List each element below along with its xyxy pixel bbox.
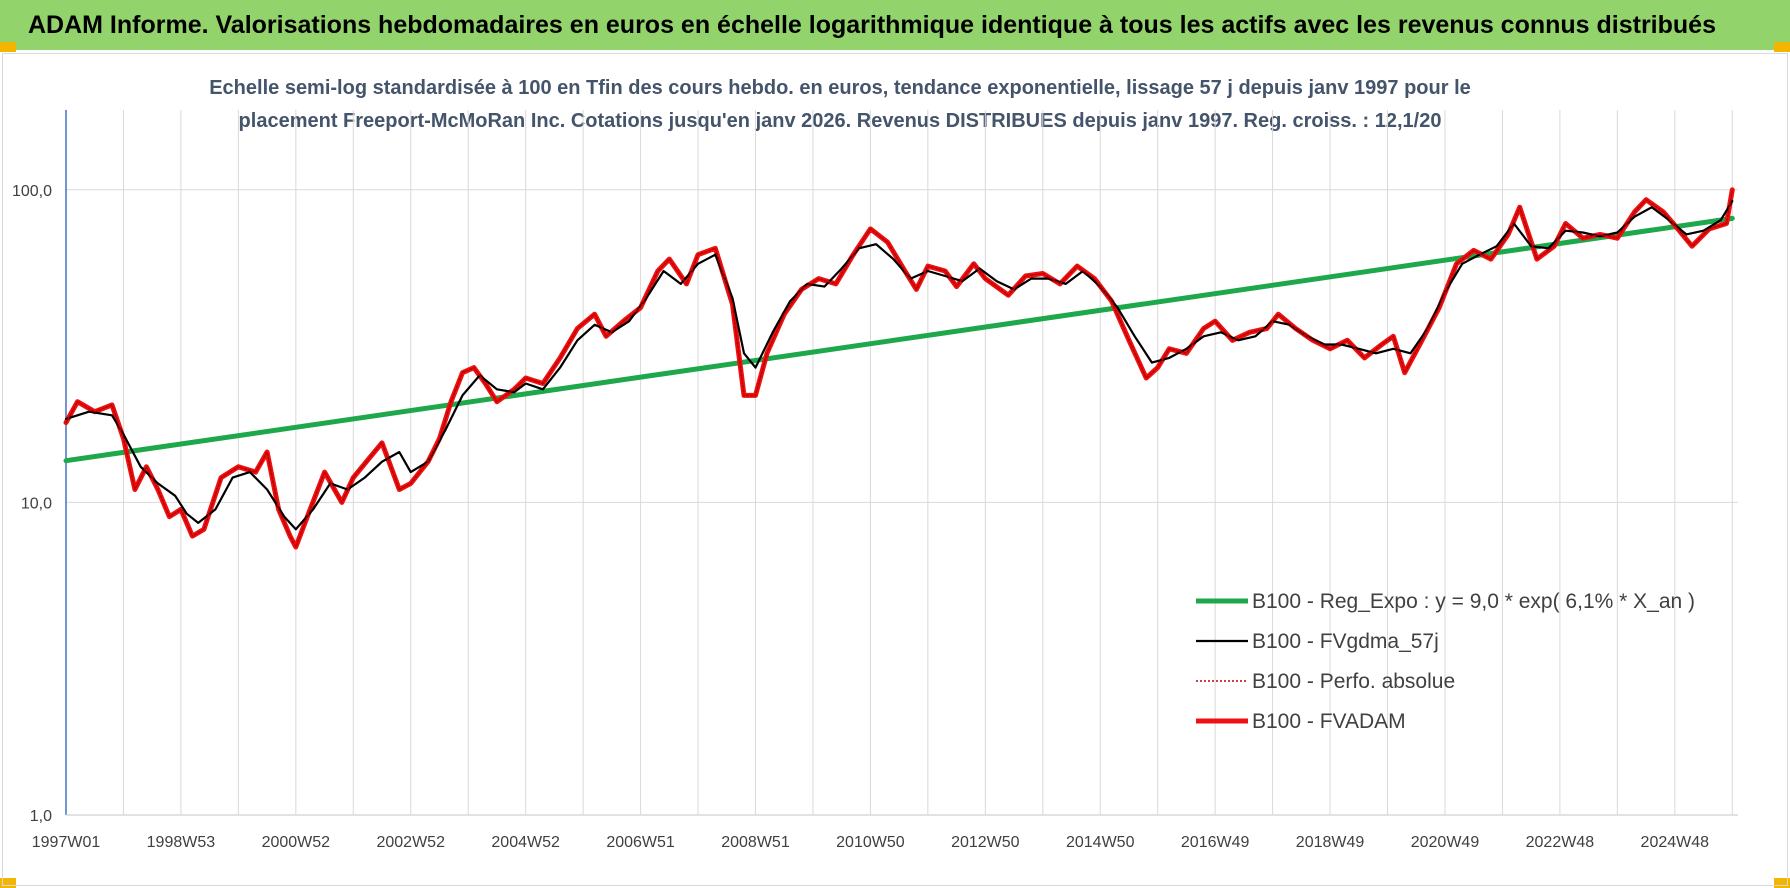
legend-label: B100 - FVgdma_57j xyxy=(1252,630,1439,653)
regression-line xyxy=(63,215,1735,464)
corner-accent-right xyxy=(1774,42,1790,52)
legend-item-perfo-absolue: B100 - Perfo. absolue xyxy=(1196,670,1455,693)
legend-label: B100 - FVADAM xyxy=(1252,710,1406,733)
chart-title: Echelle semi-log standardisée à 100 en T… xyxy=(180,72,1500,138)
legend-label: B100 - Perfo. absolue xyxy=(1252,670,1455,693)
chart-title-line-2: placement Freeport-McMoRan Inc. Cotation… xyxy=(238,110,1442,132)
x-tick-label: 2006W51 xyxy=(606,834,675,851)
legend-item-fvgdma: B100 - FVgdma_57j xyxy=(1196,630,1439,653)
legend-label: B100 - Reg_Expo : y = 9,0 * exp( 6,1% * … xyxy=(1252,590,1695,613)
x-tick-label: 2004W52 xyxy=(491,834,560,851)
report-banner: ADAM Informe. Valorisations hebdomadaire… xyxy=(0,0,1790,50)
legend-layer: B100 - Reg_Expo : y = 9,0 * exp( 6,1% * … xyxy=(1196,590,1695,733)
x-tick-label: 1997W01 xyxy=(32,834,101,851)
corner-accent-left xyxy=(0,42,16,52)
perfo-absolue-line xyxy=(65,189,1734,548)
fvgdma-line xyxy=(64,200,1734,531)
corner-accent-bottom-left xyxy=(0,878,16,888)
report-title: ADAM Informe. Valorisations hebdomadaire… xyxy=(28,11,1716,39)
x-tick-label: 2020W49 xyxy=(1411,834,1480,851)
x-tick-label: 1998W53 xyxy=(147,834,216,851)
x-tick-label: 2010W50 xyxy=(836,834,905,851)
x-tick-label: 2000W52 xyxy=(262,834,331,851)
x-tick-label: 2018W49 xyxy=(1296,834,1365,851)
x-tick-label: 2022W48 xyxy=(1526,834,1595,851)
legend-item-fvadam: B100 - FVADAM xyxy=(1196,710,1406,733)
grid-layer xyxy=(65,110,1738,816)
y-tick-label: 10,0 xyxy=(21,495,52,512)
x-tick-label: 2016W49 xyxy=(1181,834,1250,851)
chart-title-line-1: Echelle semi-log standardisée à 100 en T… xyxy=(209,77,1471,99)
x-tick-label: 2008W51 xyxy=(721,834,790,851)
y-tick-label: 1,0 xyxy=(30,808,52,825)
x-tick-label: 2002W52 xyxy=(376,834,445,851)
x-tick-label: 2024W48 xyxy=(1641,834,1710,851)
series-layer xyxy=(63,187,1735,550)
x-tick-label: 2012W50 xyxy=(951,834,1020,851)
corner-accent-bottom-right xyxy=(1774,878,1790,888)
chart-frame xyxy=(2,53,1788,886)
legend-item-regression: B100 - Reg_Expo : y = 9,0 * exp( 6,1% * … xyxy=(1196,590,1695,613)
y-tick-label: 100,0 xyxy=(12,183,52,200)
x-tick-label: 2014W50 xyxy=(1066,834,1135,851)
